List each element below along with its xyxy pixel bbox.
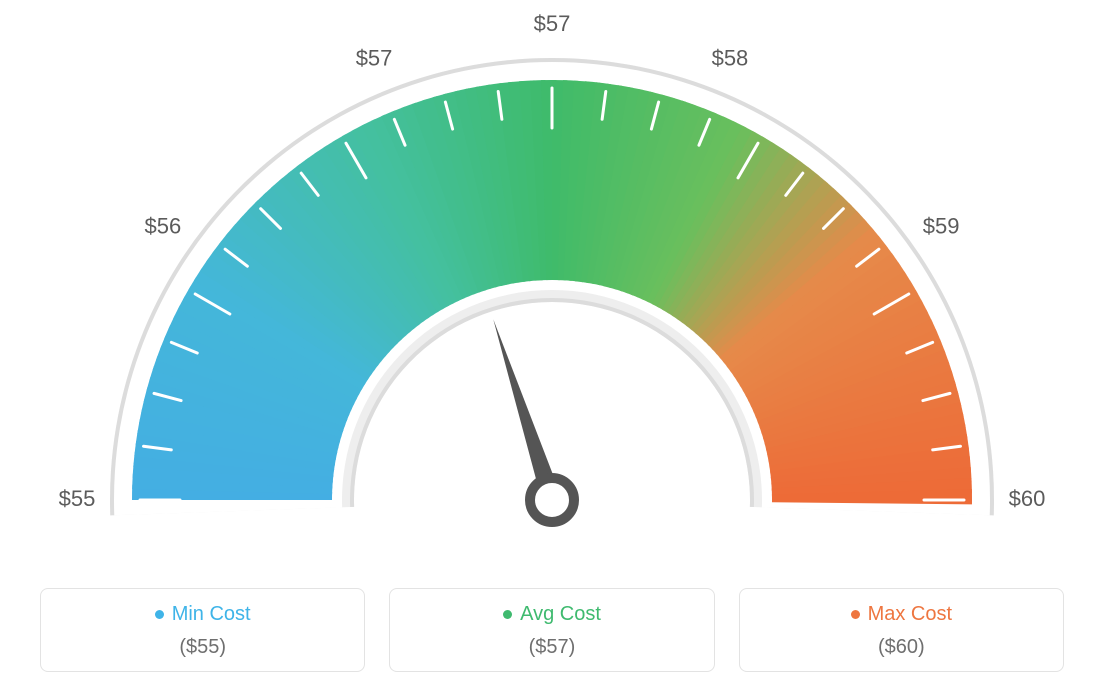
gauge-svg: $55 $56 $57 $57 $58 $59 $60 — [0, 0, 1104, 560]
legend-title-avg: Avg Cost — [503, 603, 601, 626]
legend-row: Min Cost ($55) Avg Cost ($57) Max Cost (… — [0, 588, 1104, 672]
gauge-tick-label: $60 — [1009, 486, 1046, 511]
legend-card-min: Min Cost ($55) — [40, 588, 365, 672]
gauge-tick-label: $58 — [712, 45, 749, 70]
legend-dot-min — [155, 610, 164, 619]
legend-title-min: Min Cost — [155, 603, 251, 626]
gauge-tick-label: $57 — [356, 45, 393, 70]
legend-label-avg: Avg Cost — [520, 603, 601, 626]
gauge-tick-label: $57 — [534, 11, 571, 36]
legend-value-min: ($55) — [51, 636, 354, 659]
legend-title-max: Max Cost — [851, 603, 952, 626]
gauge-tick-label: $55 — [59, 486, 96, 511]
legend-card-max: Max Cost ($60) — [739, 588, 1064, 672]
legend-dot-max — [851, 610, 860, 619]
legend-card-avg: Avg Cost ($57) — [389, 588, 714, 672]
gauge-tick-label: $56 — [145, 213, 182, 238]
legend-value-max: ($60) — [750, 636, 1053, 659]
legend-label-min: Min Cost — [172, 603, 251, 626]
legend-value-avg: ($57) — [400, 636, 703, 659]
cost-gauge-infographic: $55 $56 $57 $57 $58 $59 $60 Min Cost ($55) Avg… — [0, 0, 1104, 690]
legend-dot-avg — [503, 610, 512, 619]
legend-label-max: Max Cost — [868, 603, 952, 626]
gauge-area: $55 $56 $57 $57 $58 $59 $60 — [0, 0, 1104, 560]
gauge-tick-label: $59 — [923, 213, 960, 238]
